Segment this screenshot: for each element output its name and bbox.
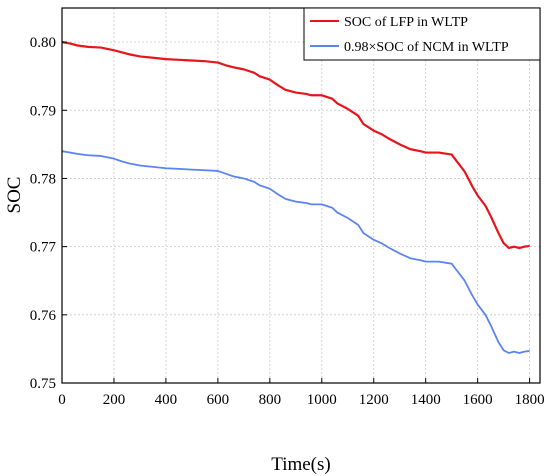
y-tick-label: 0.76 [30,308,57,324]
x-tick-label: 200 [103,392,126,408]
y-axis-label: SOC [4,177,25,214]
series-layer [61,41,530,354]
grid [62,8,540,383]
x-axis-label: Time(s) [271,454,330,475]
series-line-lfp [61,41,530,250]
y-tick-label: 0.79 [30,103,56,119]
x-tick-label: 1800 [515,392,545,408]
x-tick-label: 1400 [411,392,441,408]
x-tick-label: 1200 [359,392,389,408]
y-tick-label: 0.80 [30,35,56,51]
legend-box [303,7,541,61]
x-tick-label: 600 [207,392,230,408]
x-tick-label: 800 [259,392,282,408]
y-tick-label: 0.78 [30,171,56,187]
x-tick-label: 0 [58,392,66,408]
series-line-ncm [61,150,530,354]
y-tick-label: 0.77 [30,240,57,256]
legend-label-ncm: 0.98×SOC of NCM in WLTP [344,40,509,55]
legend-label-lfp: SOC of LFP in WLTP [344,15,468,30]
legend: SOC of LFP in WLTP 0.98×SOC of NCM in WL… [303,7,541,61]
axis-ticks: 0 200 400 600 800 1000 1200 1400 1600 1800 0.75 0.7… [30,35,545,408]
x-tick-label: 1000 [307,392,337,408]
x-tick-label: 400 [155,392,178,408]
plot-frame [61,7,541,384]
x-tick-label: 1600 [463,392,493,408]
y-tick-label: 0.75 [30,376,56,392]
plot-background [62,8,540,383]
